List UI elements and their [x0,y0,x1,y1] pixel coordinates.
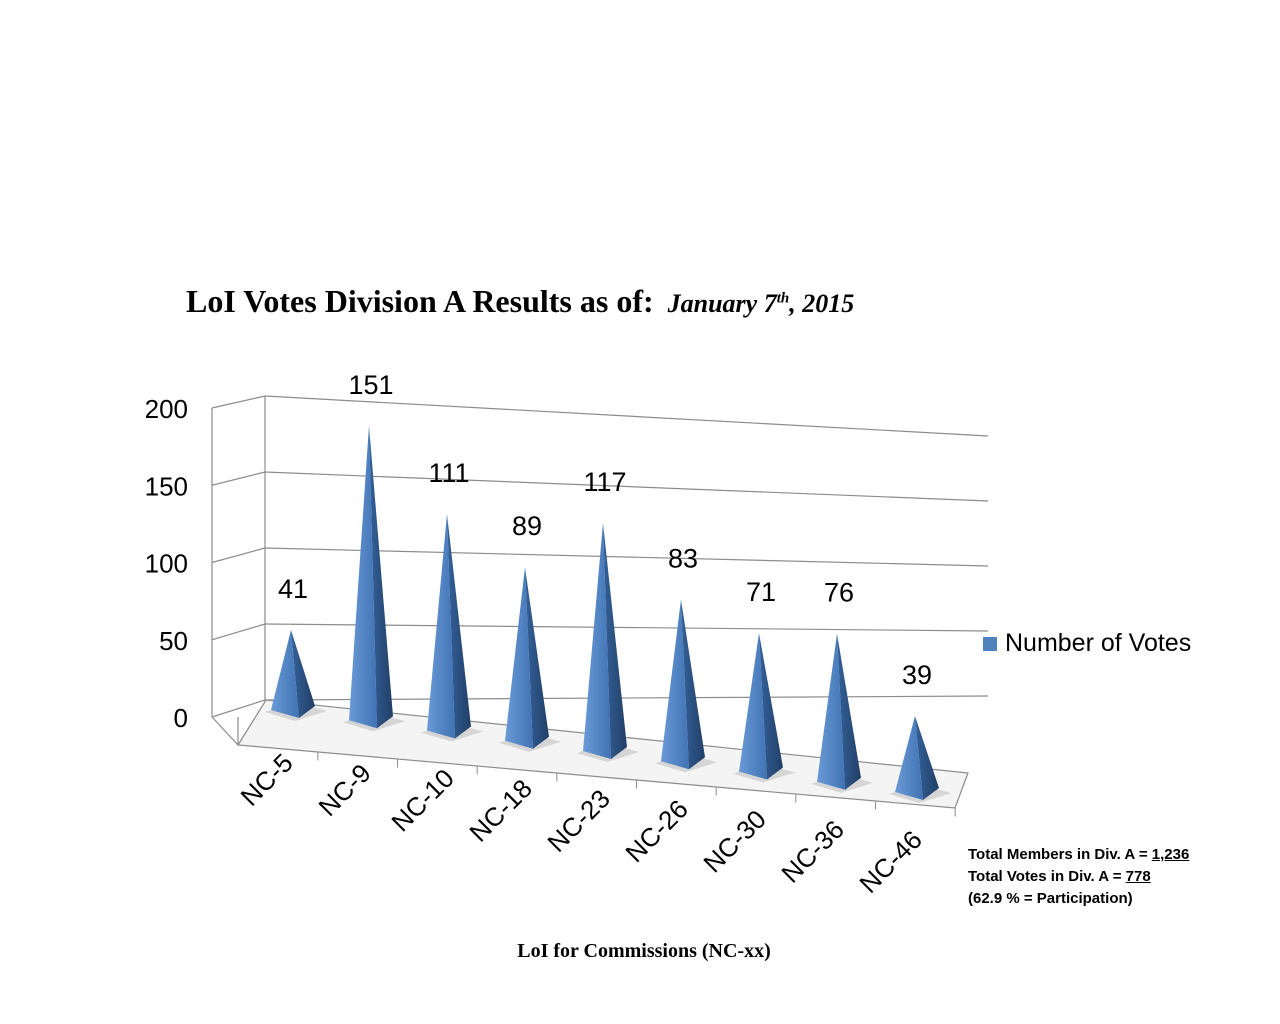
bar-NC-26-face [661,599,689,770]
x-tick-label: NC-5 [235,748,299,812]
date-sup: th [776,290,790,307]
chart-title: LoI Votes Division A Results as of: Janua… [186,283,854,320]
x-tick-label: NC-23 [541,783,615,857]
gridline-side [211,395,266,409]
gridline-back [264,395,989,437]
bar-NC-18-face [505,567,533,749]
x-tick-label: NC-36 [775,814,849,888]
y-tick-label: 50 [159,626,188,656]
data-label: 39 [902,660,932,690]
bar-NC-5-side [291,630,315,718]
bar-NC-18-side [525,567,549,749]
data-label: 71 [746,577,776,607]
chart-title-date: January 7th, 2015 [668,289,855,318]
data-label: 151 [348,370,393,400]
gridline-side [211,547,266,564]
bar-NC-30-side [759,633,783,780]
total-members-line: Total Members in Div. A = 1,236 [968,844,1189,866]
date-prefix: January 7 [667,289,777,318]
date-suffix: , 2015 [789,289,855,318]
y-tick-label: 150 [145,471,188,501]
x-axis-label: LoI for Commissions (NC-xx) [517,940,771,962]
data-label: 117 [583,467,626,497]
y-tick-label: 0 [174,703,188,733]
bar-NC-23-side [603,522,627,759]
floor-left-edge [211,716,239,746]
x-tick-label: NC-10 [385,763,459,837]
data-label: 111 [428,458,469,488]
bar-NC-9-side [369,425,393,729]
chart-title-main: LoI Votes Division A Results as of: [186,283,654,319]
legend-swatch [983,636,997,651]
y-axis-ticks: 0 50 100 150 200 [145,394,188,733]
summary-notes: Total Members in Div. A = 1,236 Total Vo… [968,844,1189,910]
x-tick-label: NC-30 [697,804,771,878]
bar-NC-9-face [349,425,377,729]
y-tick-label: 200 [145,394,188,424]
gridline-side [211,471,266,486]
bar-NC-10-face [427,514,455,739]
bar-NC-10-side [447,514,471,739]
gridline-back [264,547,989,567]
data-label: 76 [824,578,854,608]
bar-NC-36-face [817,633,845,790]
gridline-side [211,699,266,718]
participation-line: (62.9 % = Participation) [968,890,1133,907]
data-labels: 41 151 111 89 117 83 71 76 39 [278,370,932,690]
legend-label: Number of Votes [1005,629,1192,657]
bar-NC-46-side [915,715,939,800]
bars [265,425,951,803]
bar-NC-23-face [583,522,611,759]
gridline-back [264,471,989,502]
x-tick-label: NC-46 [853,824,927,898]
y-tick-label: 100 [145,549,188,579]
x-tick-label: NC-9 [313,758,377,822]
total-votes-value: 778 [1125,868,1151,885]
total-members-value: 1,236 [1151,846,1190,863]
bar-NC-26-side [681,599,705,770]
data-label: 83 [668,543,698,573]
x-tick-label: NC-18 [463,773,537,847]
x-tick-label: NC-26 [619,794,693,868]
total-votes-label: Total Votes in Div. A = [968,868,1126,885]
data-label: 89 [512,511,542,541]
legend: Number of Votes [983,629,1191,658]
data-label: 41 [278,574,308,604]
gridline-back [264,623,989,632]
bar-NC-5-face [271,630,299,718]
bar-NC-30-face [739,633,767,780]
gridline-side [211,623,266,641]
total-members-label: Total Members in Div. A = [968,846,1152,863]
bar-NC-36-side [837,633,861,790]
total-votes-line: Total Votes in Div. A = 778 [968,866,1189,888]
bar-NC-46-face [895,715,923,800]
